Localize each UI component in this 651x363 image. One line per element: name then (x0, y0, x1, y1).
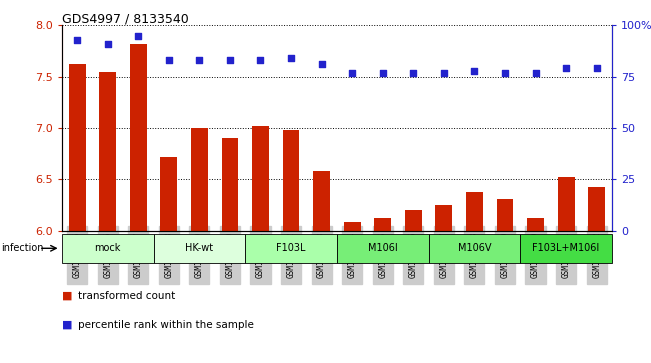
Bar (527, 218, 544, 231)
Point (347, 70, 357, 76)
Bar (100, 72, 116, 231)
Point (531, 70, 541, 76)
Bar (466, 192, 483, 231)
Point (194, 57, 204, 63)
Point (469, 68, 480, 73)
Point (561, 66, 572, 72)
Bar (245, 234, 337, 262)
Bar (405, 210, 422, 231)
Bar (252, 126, 269, 231)
Bar (221, 138, 238, 231)
Text: mock: mock (94, 243, 121, 253)
Text: GDS4997 / 8133540: GDS4997 / 8133540 (62, 13, 189, 26)
Bar (154, 234, 245, 262)
Point (72, 37, 82, 43)
Point (408, 70, 419, 76)
Bar (69, 64, 85, 231)
Point (378, 70, 388, 76)
Bar (130, 44, 146, 231)
Bar (497, 199, 514, 231)
Text: infection: infection (1, 243, 44, 253)
Bar (283, 130, 299, 231)
Point (255, 57, 266, 63)
Point (225, 57, 235, 63)
Text: M106I: M106I (368, 243, 398, 253)
Text: M106V: M106V (458, 243, 491, 253)
Bar (191, 128, 208, 231)
Text: F103L+M106I: F103L+M106I (533, 243, 600, 253)
Bar (62, 234, 154, 262)
Point (133, 33, 143, 38)
Point (592, 66, 602, 72)
Text: F103L: F103L (276, 243, 306, 253)
Text: ■: ■ (62, 320, 72, 330)
Text: percentile rank within the sample: percentile rank within the sample (78, 320, 254, 330)
Bar (589, 187, 605, 231)
Bar (337, 234, 428, 262)
Bar (313, 171, 330, 231)
Bar (436, 205, 452, 231)
Text: ■: ■ (62, 291, 72, 301)
Point (102, 41, 113, 47)
Bar (344, 222, 361, 231)
Bar (558, 177, 574, 231)
Text: transformed count: transformed count (78, 291, 175, 301)
Text: HK-wt: HK-wt (186, 243, 214, 253)
Point (286, 55, 296, 61)
Point (439, 70, 449, 76)
Bar (428, 234, 520, 262)
Bar (160, 157, 177, 231)
Bar (520, 234, 612, 262)
Point (316, 61, 327, 67)
Bar (374, 218, 391, 231)
Point (500, 70, 510, 76)
Point (163, 57, 174, 63)
